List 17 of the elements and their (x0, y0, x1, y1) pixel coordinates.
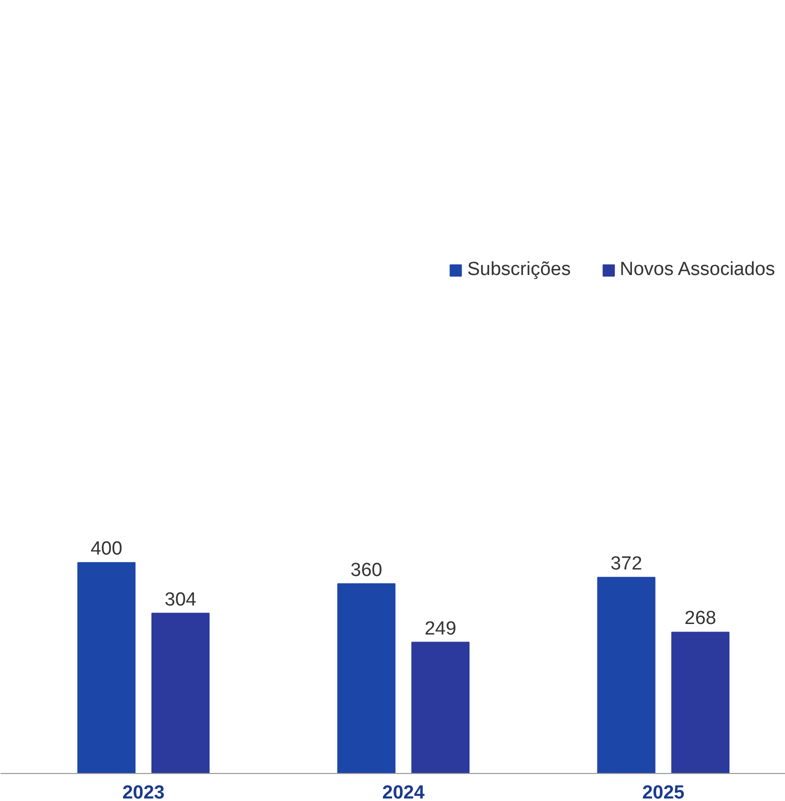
bar (337, 583, 396, 774)
data-label: 372 (610, 553, 642, 574)
data-label: 268 (684, 608, 716, 630)
data-label: 360 (350, 560, 382, 581)
bar (77, 562, 136, 774)
legend-label: Novos Associados (620, 259, 775, 281)
bar (597, 576, 656, 774)
x-tick-label: 2024 (382, 782, 425, 801)
bar (151, 612, 210, 774)
bar (671, 632, 730, 774)
x-tick-label: 2023 (122, 782, 165, 801)
x-tick-label: 2025 (642, 782, 685, 801)
data-label: 249 (424, 618, 456, 640)
data-label: 400 (90, 538, 122, 560)
data-label: 304 (164, 589, 197, 610)
legend-label: Subscrições (467, 259, 571, 281)
bar (411, 642, 470, 774)
